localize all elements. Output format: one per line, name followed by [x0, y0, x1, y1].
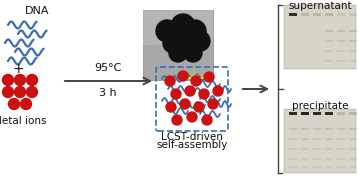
- FancyBboxPatch shape: [289, 158, 297, 160]
- FancyBboxPatch shape: [325, 128, 333, 130]
- FancyBboxPatch shape: [337, 128, 345, 130]
- Text: 3 h: 3 h: [99, 88, 117, 98]
- Circle shape: [194, 102, 204, 112]
- Text: self-assembly: self-assembly: [156, 140, 228, 150]
- FancyBboxPatch shape: [325, 30, 333, 32]
- Circle shape: [9, 98, 19, 109]
- Circle shape: [190, 31, 210, 51]
- Circle shape: [171, 89, 181, 99]
- FancyBboxPatch shape: [349, 138, 357, 140]
- FancyBboxPatch shape: [289, 112, 297, 115]
- Text: +: +: [12, 62, 24, 76]
- Circle shape: [20, 98, 32, 109]
- FancyBboxPatch shape: [143, 10, 213, 80]
- Circle shape: [171, 14, 195, 38]
- Circle shape: [202, 115, 212, 125]
- Circle shape: [185, 86, 195, 96]
- Circle shape: [14, 74, 25, 85]
- FancyBboxPatch shape: [349, 166, 357, 168]
- Circle shape: [199, 89, 209, 99]
- FancyBboxPatch shape: [301, 148, 309, 150]
- FancyBboxPatch shape: [337, 50, 345, 52]
- FancyBboxPatch shape: [349, 128, 357, 130]
- Circle shape: [169, 44, 187, 62]
- FancyBboxPatch shape: [313, 128, 321, 130]
- FancyBboxPatch shape: [337, 12, 345, 15]
- Circle shape: [177, 30, 199, 52]
- FancyBboxPatch shape: [349, 158, 357, 160]
- Circle shape: [27, 87, 37, 98]
- FancyBboxPatch shape: [313, 138, 321, 140]
- FancyBboxPatch shape: [301, 158, 309, 160]
- Circle shape: [213, 86, 223, 96]
- FancyBboxPatch shape: [337, 166, 345, 168]
- FancyBboxPatch shape: [313, 12, 321, 15]
- Circle shape: [166, 102, 176, 112]
- Circle shape: [187, 112, 197, 122]
- Text: 95°C: 95°C: [94, 63, 122, 73]
- Circle shape: [178, 71, 188, 81]
- FancyBboxPatch shape: [325, 138, 333, 140]
- Circle shape: [27, 74, 37, 85]
- FancyBboxPatch shape: [349, 60, 357, 62]
- FancyBboxPatch shape: [337, 158, 345, 160]
- FancyBboxPatch shape: [349, 12, 357, 15]
- FancyBboxPatch shape: [337, 30, 345, 32]
- FancyBboxPatch shape: [325, 148, 333, 150]
- FancyBboxPatch shape: [284, 5, 356, 69]
- FancyBboxPatch shape: [289, 148, 297, 150]
- Circle shape: [3, 87, 14, 98]
- Circle shape: [204, 72, 214, 82]
- FancyBboxPatch shape: [325, 166, 333, 168]
- FancyBboxPatch shape: [289, 138, 297, 140]
- FancyBboxPatch shape: [313, 158, 321, 160]
- Circle shape: [3, 74, 14, 85]
- FancyBboxPatch shape: [337, 138, 345, 140]
- Text: 100 nm: 100 nm: [189, 73, 205, 77]
- Circle shape: [180, 99, 190, 109]
- FancyBboxPatch shape: [337, 60, 345, 62]
- FancyBboxPatch shape: [337, 148, 345, 150]
- FancyBboxPatch shape: [349, 148, 357, 150]
- Text: LCST-driven: LCST-driven: [161, 132, 223, 142]
- FancyBboxPatch shape: [325, 12, 333, 15]
- FancyBboxPatch shape: [325, 50, 333, 52]
- Circle shape: [172, 115, 182, 125]
- FancyBboxPatch shape: [301, 12, 309, 15]
- FancyBboxPatch shape: [313, 166, 321, 168]
- Circle shape: [184, 44, 202, 62]
- Circle shape: [191, 76, 201, 86]
- Circle shape: [14, 87, 25, 98]
- FancyBboxPatch shape: [349, 40, 357, 42]
- FancyBboxPatch shape: [349, 30, 357, 32]
- Circle shape: [156, 20, 178, 42]
- FancyBboxPatch shape: [143, 10, 213, 45]
- Circle shape: [208, 99, 218, 109]
- FancyBboxPatch shape: [301, 112, 309, 115]
- FancyBboxPatch shape: [337, 112, 345, 115]
- Circle shape: [163, 33, 183, 53]
- FancyBboxPatch shape: [349, 112, 357, 115]
- FancyBboxPatch shape: [301, 138, 309, 140]
- FancyBboxPatch shape: [337, 40, 345, 42]
- FancyBboxPatch shape: [325, 112, 333, 115]
- FancyBboxPatch shape: [301, 128, 309, 130]
- FancyBboxPatch shape: [325, 60, 333, 62]
- Text: Metal ions: Metal ions: [0, 116, 47, 126]
- FancyBboxPatch shape: [289, 128, 297, 130]
- Text: supernatant: supernatant: [288, 1, 352, 11]
- Circle shape: [184, 20, 206, 42]
- FancyBboxPatch shape: [325, 40, 333, 42]
- FancyBboxPatch shape: [313, 112, 321, 115]
- FancyBboxPatch shape: [313, 148, 321, 150]
- Text: DNA: DNA: [25, 6, 49, 16]
- FancyBboxPatch shape: [284, 109, 356, 173]
- FancyBboxPatch shape: [301, 166, 309, 168]
- FancyBboxPatch shape: [289, 12, 297, 15]
- FancyBboxPatch shape: [289, 166, 297, 168]
- FancyBboxPatch shape: [349, 50, 357, 52]
- Circle shape: [165, 76, 175, 86]
- FancyBboxPatch shape: [325, 158, 333, 160]
- Text: precipitate: precipitate: [292, 101, 348, 111]
